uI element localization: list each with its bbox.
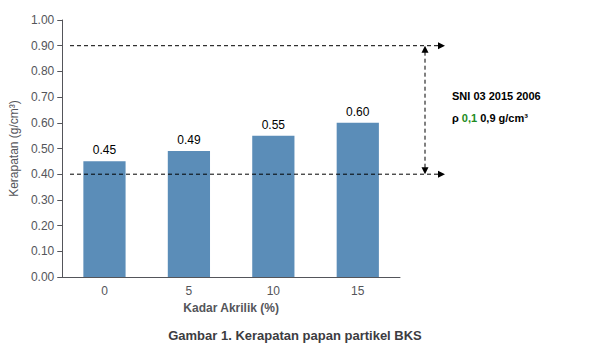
svg-text:15: 15 — [351, 284, 365, 298]
svg-text:10: 10 — [267, 284, 281, 298]
svg-text:Gambar 1. Kerapatan papan part: Gambar 1. Kerapatan papan partikel BKS — [168, 328, 422, 343]
svg-text:ρ: ρ — [452, 111, 459, 124]
svg-text:0,1: 0,1 — [462, 112, 477, 124]
svg-text:Kadar Akrilik (%): Kadar Akrilik (%) — [183, 301, 279, 315]
svg-text:Kerapatan (g/cm³): Kerapatan (g/cm³) — [7, 100, 21, 197]
svg-text:0.60: 0.60 — [346, 105, 370, 119]
svg-text:0.40: 0.40 — [31, 167, 55, 181]
svg-text:0.00: 0.00 — [31, 270, 55, 284]
svg-text:0.60: 0.60 — [31, 116, 55, 130]
svg-text:0.50: 0.50 — [31, 142, 55, 156]
svg-text:0.45: 0.45 — [93, 143, 117, 157]
svg-text:0: 0 — [101, 284, 108, 298]
svg-text:0.30: 0.30 — [31, 193, 55, 207]
svg-text:0.90: 0.90 — [31, 39, 55, 53]
svg-text:0.20: 0.20 — [31, 219, 55, 233]
svg-text:0.49: 0.49 — [177, 133, 201, 147]
svg-text:0.10: 0.10 — [31, 244, 55, 258]
svg-text:0,9 g/cm³: 0,9 g/cm³ — [480, 112, 528, 124]
svg-text:0.70: 0.70 — [31, 90, 55, 104]
svg-text:0.80: 0.80 — [31, 64, 55, 78]
svg-text:5: 5 — [186, 284, 193, 298]
svg-text:1.00: 1.00 — [31, 13, 55, 27]
svg-text:SNI 03 2015 2006: SNI 03 2015 2006 — [452, 90, 541, 102]
svg-text:0.55: 0.55 — [262, 118, 286, 132]
